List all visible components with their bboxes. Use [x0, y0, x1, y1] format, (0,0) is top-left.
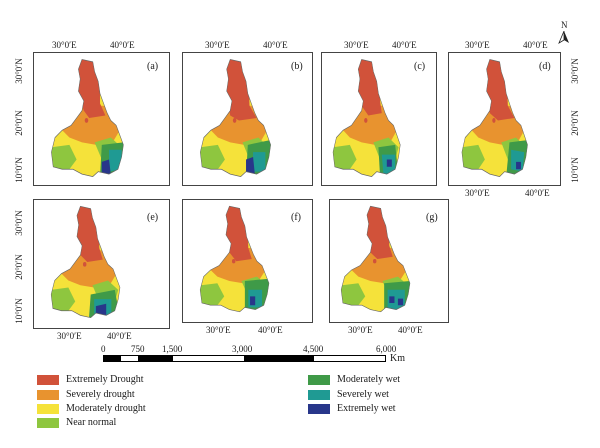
bottom-lon-label-e1: 30°0′E [57, 331, 82, 341]
legend-label: Near normal [66, 417, 117, 428]
left-lat-label-6: 10°0′N [13, 298, 24, 324]
bottom-lon-label-e2: 40°0′E [107, 331, 132, 341]
legend-moderately-drought: Moderately drought [37, 403, 146, 414]
legend-extremely-drought: Extremely Drought [37, 374, 143, 385]
panel-label-f: (f) [291, 212, 301, 223]
panel-label-g: (g) [426, 212, 438, 223]
scale-unit: Km [390, 353, 405, 364]
top-lon-label-b2: 40°0′E [263, 40, 288, 50]
bottom-lon-label-f1: 30°0′E [206, 325, 231, 335]
map-e [50, 205, 121, 319]
map-d [461, 59, 528, 177]
map-a [51, 59, 124, 177]
map-panel-d: (d) [448, 52, 561, 186]
map-g [340, 205, 411, 313]
legend-moderately-wet: Moderately wet [308, 374, 400, 385]
top-lon-label-a1: 30°0′E [52, 40, 77, 50]
right-lat-label-1: 30°0′N [569, 58, 580, 84]
top-lon-label-a2: 40°0′E [110, 40, 135, 50]
legend-extremely-wet: Extremely wet [308, 403, 396, 414]
bottom-lon-label-g1: 30°0′E [348, 325, 373, 335]
legend-swatch [37, 417, 59, 428]
north-label: N [561, 20, 568, 30]
legend-near-normal: Near normal [37, 417, 116, 428]
legend-label: Severely drought [66, 389, 135, 400]
legend-swatch [37, 374, 59, 385]
map-panel-f: (f) [182, 199, 313, 323]
left-lat-label-4: 30°0′N [13, 210, 24, 236]
legend-severely-wet: Severely wet [308, 389, 389, 400]
bottom-lon-label-d1: 30°0′E [465, 188, 490, 198]
legend-label: Severely wet [337, 389, 389, 400]
top-lon-label-b1: 30°0′E [205, 40, 230, 50]
panel-label-a: (a) [147, 61, 159, 72]
panel-label-c: (c) [414, 61, 426, 72]
legend-swatch [308, 403, 330, 414]
legend-swatch [308, 389, 330, 400]
right-lat-label-2: 20°0′N [569, 110, 580, 136]
map-panel-g: (g) [329, 199, 449, 323]
left-lat-label-3: 10°0′N [13, 157, 24, 183]
scale-tick-4: 4,500 [303, 344, 324, 354]
scale-tick-2: 1,500 [162, 344, 183, 354]
legend-swatch [37, 389, 59, 400]
legend-label: Extremely Drought [66, 374, 144, 385]
scale-tick-5: 6,000 [376, 344, 397, 354]
top-lon-label-d2: 40°0′E [523, 40, 548, 50]
map-panel-b: (b) [182, 52, 313, 186]
map-panel-c: (c) [321, 52, 437, 186]
right-lat-label-3: 10°0′N [569, 157, 580, 183]
map-panel-a: (a) [33, 52, 170, 186]
north-arrow-icon [558, 31, 569, 44]
scale-tick-0: 0 [101, 344, 106, 354]
legend-label: Extremely wet [337, 403, 396, 414]
panel-label-b: (b) [291, 61, 303, 72]
left-lat-label-2: 20°0′N [13, 110, 24, 136]
top-lon-label-c2: 40°0′E [392, 40, 417, 50]
map-b [200, 59, 271, 177]
left-lat-label-5: 20°0′N [13, 254, 24, 280]
legend-swatch [37, 403, 59, 414]
legend-label: Moderately wet [337, 374, 401, 385]
map-f [199, 205, 270, 313]
map-panel-e: (e) [33, 199, 170, 329]
left-lat-label-1: 30°0′N [13, 58, 24, 84]
legend-swatch [308, 374, 330, 385]
scale-bar [103, 355, 386, 362]
top-lon-label-d1: 30°0′E [465, 40, 490, 50]
scale-tick-3: 3,000 [232, 344, 253, 354]
panel-label-e: (e) [147, 212, 159, 223]
panel-label-d: (d) [539, 61, 551, 72]
bottom-lon-label-d2: 40°0′E [525, 188, 550, 198]
bottom-lon-label-f2: 40°0′E [258, 325, 283, 335]
scale-tick-1: 750 [131, 344, 145, 354]
bottom-lon-label-g2: 40°0′E [398, 325, 423, 335]
legend-label: Moderately drought [66, 403, 146, 414]
legend-severely-drought: Severely drought [37, 389, 135, 400]
map-c [332, 59, 401, 177]
top-lon-label-c1: 30°0′E [344, 40, 369, 50]
